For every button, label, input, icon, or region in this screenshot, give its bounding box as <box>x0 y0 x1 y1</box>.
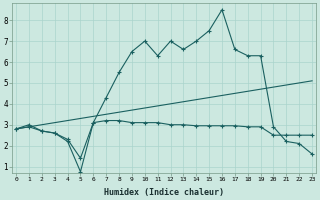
X-axis label: Humidex (Indice chaleur): Humidex (Indice chaleur) <box>104 188 224 197</box>
